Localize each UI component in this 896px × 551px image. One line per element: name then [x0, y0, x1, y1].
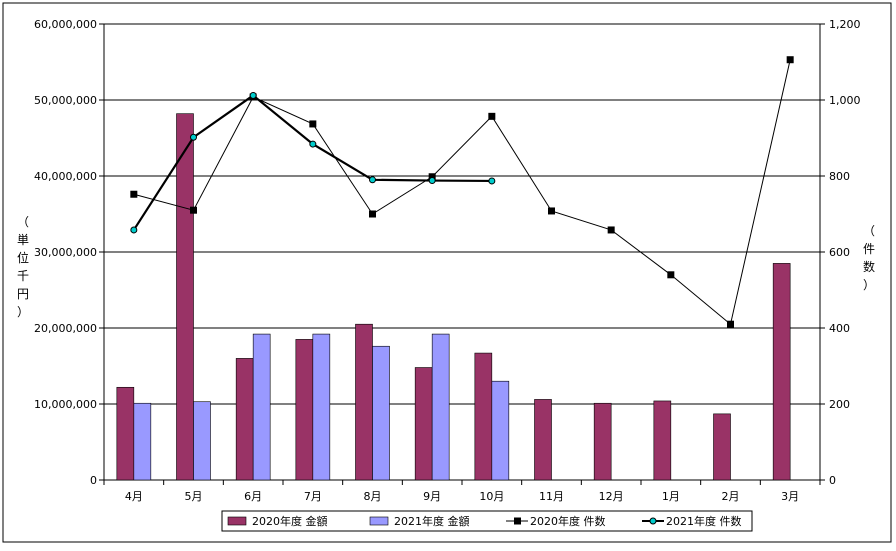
bar-2020 — [295, 339, 314, 481]
left-axis-tick-label: 50,000,000 — [34, 94, 97, 107]
legend-swatch-0 — [227, 516, 247, 526]
lines-group — [130, 56, 794, 328]
line-2020 — [133, 59, 791, 326]
left-axis-tick-label: 10,000,000 — [34, 398, 97, 411]
bar-2021 — [312, 333, 331, 481]
point-2020 — [786, 56, 794, 64]
bar-2020 — [176, 113, 194, 481]
point-2020 — [607, 226, 615, 234]
bar-2020 — [116, 386, 135, 481]
left-axis-tick-label: 30,000,000 — [34, 246, 97, 259]
bar-2020 — [355, 323, 373, 481]
point-2021 — [130, 226, 138, 234]
point-2020 — [190, 206, 197, 214]
x-axis-tick-label: 12月 — [599, 490, 624, 503]
left-axis-tick-label: 20,000,000 — [34, 322, 97, 335]
x-axis-tick-label: 3月 — [781, 490, 799, 503]
x-axis-tick-label: 2月 — [722, 490, 740, 503]
legend-label: 2020年度 金額 — [252, 514, 328, 528]
bar-2020 — [713, 413, 731, 481]
bar-2021 — [252, 333, 271, 481]
left-axis-label-char-1: 単 — [16, 233, 29, 247]
bar-2020 — [235, 358, 254, 481]
point-2021 — [249, 91, 257, 99]
x-axis-tick-label: 7月 — [304, 490, 322, 503]
right-axis-label-char-2: 数 — [862, 260, 875, 274]
left-axis-paren-open: （ — [16, 215, 29, 229]
left-axis-label-char-3: 千 — [16, 269, 29, 283]
bar-2021 — [431, 333, 450, 481]
bar-2020 — [772, 263, 791, 481]
point-2020 — [369, 210, 376, 218]
bar-2020 — [534, 399, 552, 481]
point-2021 — [428, 177, 436, 185]
left-axis-paren-close: ） — [16, 305, 29, 319]
left-axis-tick-label: 60,000,000 — [34, 18, 97, 31]
bar-2021 — [491, 380, 510, 481]
right-axis-paren-close: ） — [862, 278, 875, 292]
left-axis-label-char-2: 位 — [16, 251, 29, 265]
right-axis-label-char-1: 件 — [862, 242, 875, 256]
right-axis-tick-label: 1,000 — [829, 94, 861, 107]
point-2021 — [488, 177, 496, 185]
axes-group: 0 0 10,000,000 200 20,000,000 400 30,000,000 60… — [34, 18, 860, 503]
x-axis-tick-label: 5月 — [185, 490, 203, 503]
x-axis-tick-label: 4月 — [125, 490, 143, 503]
legend-label: 2021年度 件数 — [666, 514, 742, 528]
legend-label: 2020年度 件数 — [530, 514, 606, 528]
bar-2020 — [593, 402, 612, 481]
x-axis-tick-label: 8月 — [364, 490, 382, 503]
point-2020 — [488, 112, 496, 120]
x-axis-tick-label: 9月 — [423, 490, 441, 503]
point-2021 — [190, 133, 197, 141]
right-axis-tick-label: 0 — [829, 474, 836, 487]
legend-label: 2021年度 金額 — [394, 514, 470, 528]
point-2020 — [309, 120, 317, 128]
right-axis-label: （ 件 数 ） — [862, 222, 876, 294]
x-axis-tick-label: 1月 — [662, 490, 680, 503]
bar-2020 — [414, 367, 433, 481]
right-axis-tick-label: 200 — [829, 398, 850, 411]
point-2020 — [130, 190, 138, 198]
bar-2020 — [474, 352, 493, 481]
bar-2021 — [193, 401, 211, 481]
x-axis-tick-label: 11月 — [539, 490, 564, 503]
x-axis-tick-label: 6月 — [244, 490, 262, 503]
bar-2020 — [653, 400, 672, 481]
legend-box — [221, 510, 753, 532]
left-axis-tick-label: 40,000,000 — [34, 170, 97, 183]
legend-marker-circle — [649, 517, 657, 525]
point-2020 — [548, 207, 555, 215]
point-2021 — [369, 176, 376, 184]
point-2020 — [727, 320, 734, 328]
point-2020 — [428, 173, 436, 181]
bar-2021 — [133, 402, 152, 481]
bars-group — [116, 113, 791, 481]
right-axis-tick-label: 600 — [829, 246, 850, 259]
right-axis-tick-label: 400 — [829, 322, 850, 335]
point-2021 — [309, 140, 317, 148]
point-2020 — [667, 271, 675, 279]
left-axis-tick-label: 0 — [90, 474, 97, 487]
x-axis-tick-label: 10月 — [479, 490, 504, 503]
right-axis-tick-label: 1,200 — [829, 18, 861, 31]
legend: 2020年度 金額 2021年度 金額 2020年度 件数 2021年度 件数 — [221, 510, 753, 532]
left-axis-label: （ 単 位 千 円 ） — [16, 213, 30, 321]
bar-2021 — [372, 345, 390, 481]
legend-marker-square — [514, 517, 521, 525]
legend-swatch-1 — [369, 516, 389, 526]
left-axis-label-char-4: 円 — [16, 287, 29, 301]
right-axis-paren-open: （ — [862, 224, 875, 238]
right-axis-tick-label: 800 — [829, 170, 850, 183]
